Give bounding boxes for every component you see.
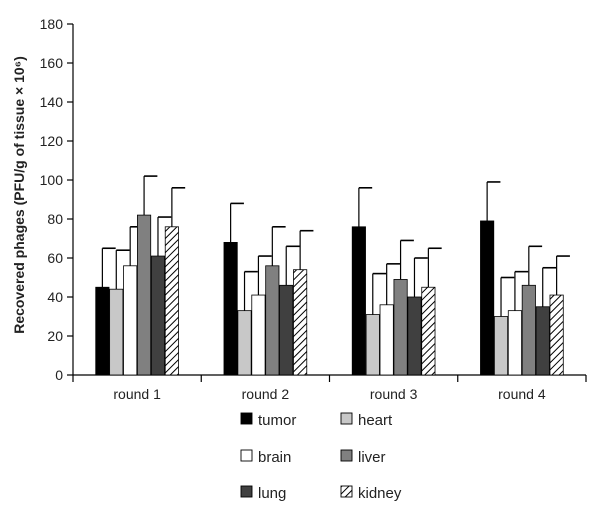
x-tick-label: round 1 [113,386,161,402]
bar-brain [123,265,138,376]
y-tick-label: 140 [40,94,64,110]
y-tick-label: 20 [47,328,63,344]
legend-swatch-lung [240,485,253,498]
bar-heart [237,310,252,376]
legend-swatch-liver [340,449,353,462]
bar-lung [279,284,294,376]
y-tick-label: 180 [40,16,64,32]
bar-heart [365,314,380,376]
y-tick-label: 40 [47,289,63,305]
x-axis: round 1 round 2 round 3 round 4 [72,374,587,402]
x-tick-label: round 3 [370,386,418,402]
bar-liver [137,214,152,376]
bar-heart [109,288,124,376]
legend-swatch-brain [240,449,253,462]
legend-swatch-heart [340,412,353,425]
bar-kidney [164,226,179,376]
y-tick-label: 100 [40,172,64,188]
bar-liver [393,279,408,376]
x-tick-label: round 4 [498,386,546,402]
bar-liver [265,265,280,376]
legend-swatch-kidney [340,485,353,498]
bar-kidney [293,269,308,376]
bars [95,175,570,376]
bar-tumor [351,226,366,376]
legend-label-lung: lung [258,485,286,502]
y-tick-label: 0 [55,367,63,383]
y-axis: 0 20 40 60 80 100 120 140 160 180 [40,16,74,383]
bar-tumor [95,286,110,376]
legend-label-liver: liver [358,449,386,466]
bar-heart [493,316,509,376]
bar-lung [407,296,422,376]
legend: tumor heart brain liver lung kidney [240,412,402,502]
bar-tumor [480,220,495,376]
legend-label-brain: brain [258,449,291,466]
legend-label-heart: heart [358,412,393,429]
y-tick-label: 80 [47,211,63,227]
y-axis-title: Recovered phages (PFU/g of tissue × 10⁶) [11,56,27,334]
x-tick-label: round 2 [242,386,290,402]
bar-brain [507,310,522,376]
y-tick-label: 160 [40,55,64,71]
bar-kidney [421,286,436,376]
bar-tumor [223,241,238,376]
y-tick-label: 60 [47,250,63,266]
bar-brain [379,304,394,376]
bar-kidney [549,294,564,376]
bar-lung [535,306,550,376]
legend-label-tumor: tumor [258,412,296,429]
bar-liver [521,284,536,376]
bar-brain [251,294,266,376]
y-tick-label: 120 [40,133,64,149]
bar-lung [150,255,166,376]
legend-label-kidney: kidney [358,485,402,502]
legend-swatch-tumor [240,412,253,425]
